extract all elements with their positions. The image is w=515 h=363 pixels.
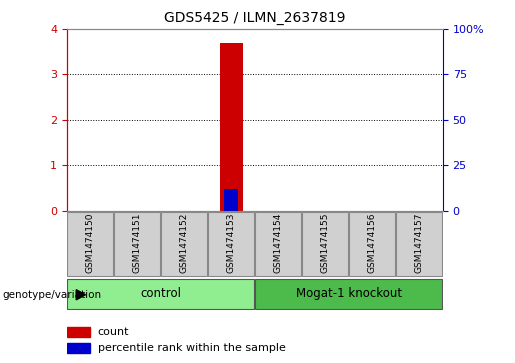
Text: GSM1474151: GSM1474151 [133,212,142,273]
Text: genotype/variation: genotype/variation [3,290,101,300]
Bar [67,343,90,353]
Text: GSM1474154: GSM1474154 [274,213,283,273]
FancyBboxPatch shape [114,212,161,276]
FancyBboxPatch shape [209,212,254,276]
FancyArrow shape [76,290,85,300]
FancyBboxPatch shape [397,212,442,276]
Bar [225,189,238,211]
Bar [220,43,243,211]
FancyBboxPatch shape [67,280,254,309]
FancyBboxPatch shape [255,280,442,309]
FancyBboxPatch shape [161,212,208,276]
FancyBboxPatch shape [67,212,113,276]
Text: GSM1474152: GSM1474152 [180,213,189,273]
Text: GSM1474156: GSM1474156 [368,212,377,273]
FancyBboxPatch shape [349,212,396,276]
Title: GDS5425 / ILMN_2637819: GDS5425 / ILMN_2637819 [164,11,346,25]
FancyBboxPatch shape [302,212,349,276]
FancyBboxPatch shape [255,212,301,276]
Text: count: count [98,327,129,337]
Text: GSM1474153: GSM1474153 [227,212,236,273]
Text: percentile rank within the sample: percentile rank within the sample [98,343,286,353]
Bar [67,327,90,337]
Text: control: control [141,287,181,300]
Text: Mogat-1 knockout: Mogat-1 knockout [296,287,402,300]
Text: GSM1474155: GSM1474155 [321,212,330,273]
Text: GSM1474150: GSM1474150 [86,212,95,273]
Text: GSM1474157: GSM1474157 [415,212,424,273]
